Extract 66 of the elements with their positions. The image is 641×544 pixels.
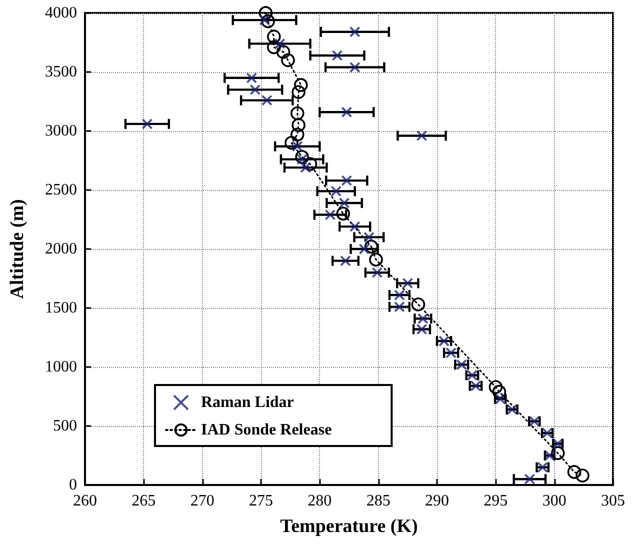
y-tick-label: 4000 <box>45 4 77 22</box>
point <box>267 40 281 54</box>
point <box>358 244 370 254</box>
y-tick-label: 0 <box>69 476 77 494</box>
point <box>274 38 286 50</box>
x-tick-label: 280 <box>308 492 332 510</box>
point <box>292 85 306 99</box>
point <box>261 14 275 28</box>
point <box>276 45 290 59</box>
point <box>576 468 590 482</box>
x-tick-label: 270 <box>190 492 214 510</box>
point <box>338 197 350 208</box>
point <box>303 157 318 171</box>
point <box>438 336 450 347</box>
x-tick-label: 265 <box>132 492 156 510</box>
point <box>369 252 383 267</box>
legend-label: Raman Lidar <box>201 394 294 411</box>
point <box>292 118 306 132</box>
point <box>332 50 343 61</box>
point <box>246 72 258 84</box>
x-tick-label: 285 <box>366 492 390 510</box>
y-axis-title: Altitude (m) <box>7 199 28 299</box>
point <box>411 298 426 312</box>
point <box>294 78 308 92</box>
point <box>349 26 360 38</box>
y-tick-label: 1000 <box>45 358 77 376</box>
point <box>292 140 303 152</box>
point <box>341 175 352 186</box>
legend-label: IAD Sonde Release <box>201 422 332 438</box>
y-tick-label: 3500 <box>45 64 77 80</box>
point <box>416 130 428 142</box>
point <box>349 221 360 232</box>
point <box>261 94 272 106</box>
point <box>330 186 342 197</box>
point <box>372 267 383 278</box>
x-tick-label: 300 <box>542 492 566 510</box>
y-tick-label: 500 <box>53 418 77 434</box>
point <box>341 106 352 118</box>
point <box>446 347 457 358</box>
point <box>567 465 582 479</box>
x-axis-title: Temperature (K) <box>280 516 418 537</box>
x-tick-label: 290 <box>425 492 449 510</box>
point <box>524 474 536 485</box>
point <box>402 278 414 289</box>
point <box>259 14 270 26</box>
point <box>267 30 281 44</box>
point <box>324 209 336 220</box>
x-tick-label: 295 <box>484 492 508 510</box>
x-tick-label: 260 <box>73 492 97 510</box>
point <box>340 255 351 266</box>
y-tick-label: 2500 <box>45 182 77 198</box>
y-tick-label: 3000 <box>45 122 77 140</box>
point <box>488 380 503 394</box>
y-tick-label: 2000 <box>45 240 77 258</box>
point <box>349 62 360 73</box>
point <box>290 128 304 142</box>
point <box>290 106 304 120</box>
point <box>284 136 298 150</box>
x-tick-label: 305 <box>601 492 625 510</box>
y-tick-label: 1500 <box>45 300 77 316</box>
x-tick-label: 275 <box>249 492 273 510</box>
point <box>363 232 374 243</box>
point <box>258 6 273 20</box>
point <box>281 53 295 68</box>
point <box>142 118 153 130</box>
point <box>250 84 261 96</box>
